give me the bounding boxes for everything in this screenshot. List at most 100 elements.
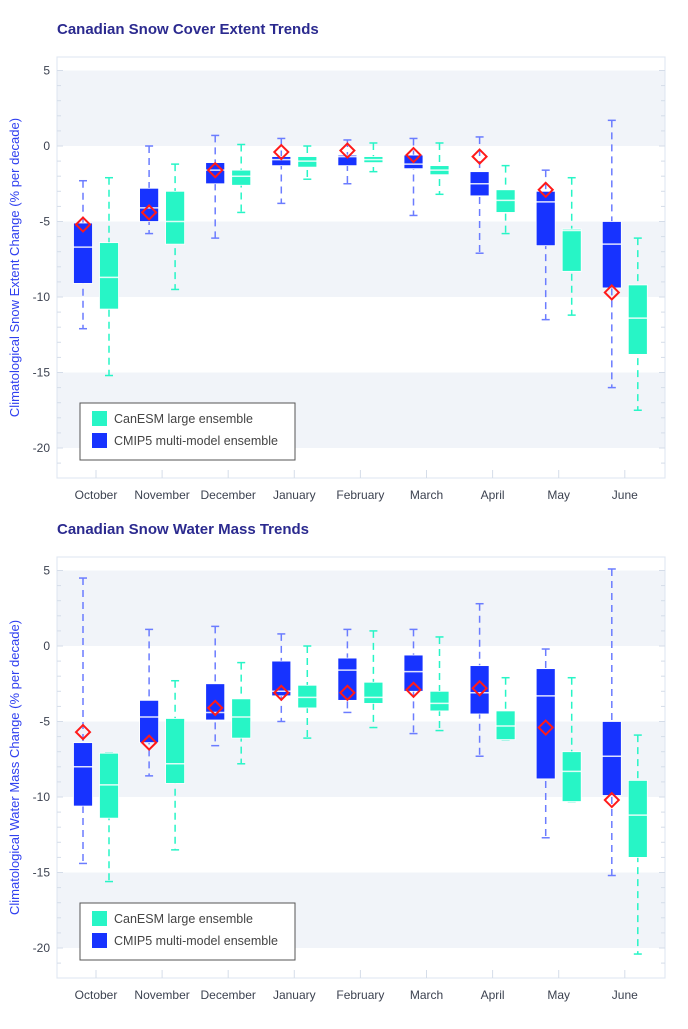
observed-marker xyxy=(471,148,489,165)
x-tick-label: November xyxy=(134,988,189,1002)
observed-marker xyxy=(206,161,224,179)
legend-swatch-canesm xyxy=(92,411,107,426)
box-canesm-february xyxy=(363,142,384,173)
box-cmip5-november xyxy=(139,145,160,235)
legend: CanESM large ensemble CMIP5 multi-model e… xyxy=(79,402,296,461)
box-canesm-may xyxy=(561,676,582,803)
plot-frame xyxy=(56,556,666,979)
box-canesm-january xyxy=(297,645,318,739)
box-iqr xyxy=(165,190,186,245)
x-tick-label: May xyxy=(547,988,570,1002)
legend-swatch-canesm xyxy=(92,911,107,926)
snow-cover-chart: Canadian Snow Cover Extent Trends 5 0 -5 -10… xyxy=(7,21,666,502)
x-tick-label: June xyxy=(612,488,638,502)
x-tick-label: April xyxy=(481,488,505,502)
box-cmip5-december xyxy=(205,625,226,747)
x-tick-label: February xyxy=(336,988,384,1002)
legend-swatch-cmip5 xyxy=(92,433,107,448)
box-iqr xyxy=(73,222,93,284)
grid-band xyxy=(57,570,665,646)
observed-marker xyxy=(272,143,290,161)
box-cmip5-december xyxy=(205,134,226,239)
box-iqr xyxy=(271,660,292,697)
box-canesm-november xyxy=(165,163,186,291)
observed-marker xyxy=(405,681,422,699)
box-canesm-december xyxy=(231,661,252,765)
box-iqr xyxy=(139,699,160,744)
legend-label-cmip5: CMIP5 multi-model ensemble xyxy=(114,934,278,948)
y-tick-label: -5 xyxy=(39,715,50,729)
box-cmip5-march xyxy=(403,628,424,735)
observed-marker xyxy=(537,719,555,736)
y-axis-label: Climatological Snow Extent Change (% per… xyxy=(7,118,22,417)
box-iqr xyxy=(601,721,622,796)
observed-marker xyxy=(206,699,224,717)
box-iqr xyxy=(337,154,358,167)
box-cmip5-march xyxy=(403,137,424,217)
x-tick-label: October xyxy=(75,988,118,1002)
x-tick-label: November xyxy=(134,488,189,502)
observed-marker xyxy=(338,684,356,702)
box-cmip5-april xyxy=(469,136,490,254)
chart-title: Canadian Snow Cover Extent Trends xyxy=(57,21,319,38)
water-mass-chart: Canadian Snow Water Mass Trends 5 0 -5 -10 -1… xyxy=(7,521,666,1002)
observed-marker xyxy=(405,146,422,164)
box-cmip5-january xyxy=(271,633,292,723)
observed-marker xyxy=(272,684,290,702)
observed-marker xyxy=(537,181,555,199)
box-canesm-june xyxy=(627,734,648,955)
legend-label-canesm: CanESM large ensemble xyxy=(114,912,253,926)
box-iqr xyxy=(363,681,384,704)
box-canesm-january xyxy=(297,145,318,180)
box-iqr xyxy=(231,698,252,739)
observed-marker xyxy=(140,734,158,752)
box-iqr xyxy=(495,189,516,213)
box-iqr xyxy=(403,654,424,692)
box-canesm-may xyxy=(561,176,582,316)
observed-marker xyxy=(140,204,158,221)
box-cmip5-october xyxy=(73,577,93,865)
x-tick-label: June xyxy=(612,988,638,1002)
box-canesm-april xyxy=(495,164,516,235)
observed-marker xyxy=(74,216,92,233)
box-canesm-december xyxy=(231,143,252,214)
y-tick-label: -15 xyxy=(33,366,51,380)
y-tick-label: 0 xyxy=(43,639,50,653)
box-iqr xyxy=(271,156,292,167)
y-tick-label: 5 xyxy=(43,64,50,78)
box-canesm-june xyxy=(627,237,648,411)
box-cmip5-february xyxy=(337,628,358,714)
legend: CanESM large ensemble CMIP5 multi-model e… xyxy=(79,902,296,961)
box-iqr xyxy=(561,228,582,272)
legend-swatch-cmip5 xyxy=(92,933,107,948)
plot-frame xyxy=(56,56,666,479)
x-tick-label: February xyxy=(336,488,384,502)
y-tick-label: -10 xyxy=(33,790,51,804)
x-tick-label: March xyxy=(410,988,443,1002)
box-iqr xyxy=(73,742,93,807)
box-cmip5-may xyxy=(535,648,556,839)
box-canesm-march xyxy=(429,636,450,732)
legend-frame xyxy=(79,902,296,961)
box-iqr xyxy=(535,190,556,247)
x-tick-label: January xyxy=(273,988,316,1002)
y-tick-label: -15 xyxy=(33,866,51,880)
box-iqr xyxy=(165,718,186,784)
observed-marker xyxy=(338,142,356,159)
box-iqr xyxy=(627,779,648,858)
grid-band xyxy=(57,70,665,146)
box-canesm-march xyxy=(429,142,450,196)
box-canesm-november xyxy=(165,679,186,851)
box-iqr xyxy=(205,162,226,185)
legend-label-canesm: CanESM large ensemble xyxy=(114,412,253,426)
box-iqr xyxy=(535,668,556,780)
box-canesm-october xyxy=(99,752,119,883)
box-iqr xyxy=(99,752,119,819)
box-cmip5-may xyxy=(535,169,556,321)
box-canesm-october xyxy=(99,176,119,377)
x-tick-label: December xyxy=(201,988,256,1002)
y-tick-label: 0 xyxy=(43,139,50,153)
box-cmip5-june xyxy=(601,568,622,877)
box-cmip5-january xyxy=(271,137,292,205)
